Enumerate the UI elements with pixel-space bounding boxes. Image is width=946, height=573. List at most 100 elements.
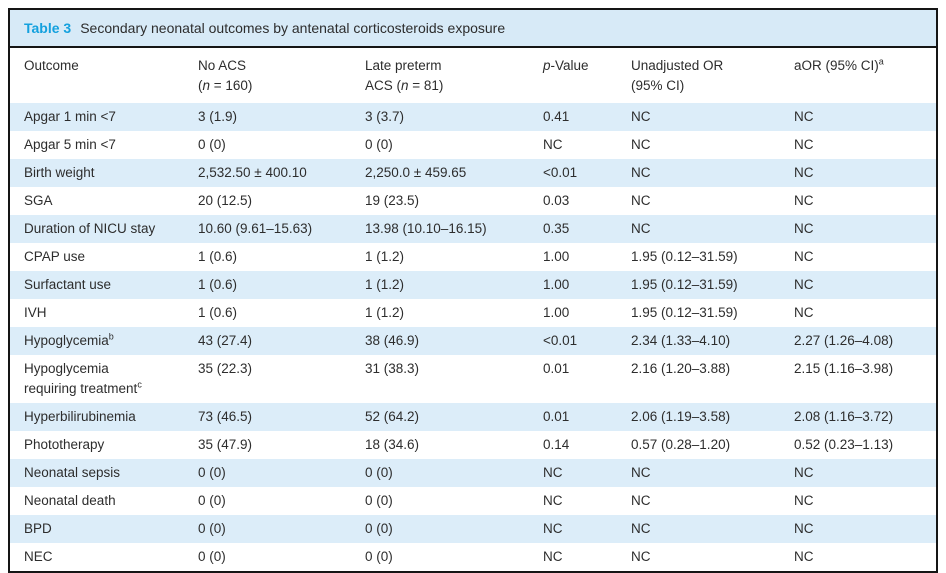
cell-p-value: NC (543, 137, 563, 152)
row-label: IVH (10, 299, 198, 327)
text-segment: Hypoglycemia (24, 361, 109, 376)
table-row: Hypoglycemiab 43 (27.4) 38 (46.9) <0.01 2.34… (10, 327, 936, 355)
table-row: Surfactant use 1 (0.6) 1 (1.2) 1.00 1.95 (0.… (10, 271, 936, 299)
header-row: Outcome No ACS (n = 160) Late preterm ACS (n… (10, 48, 936, 103)
cell-late-preterm-acs: 0 (0) (365, 549, 393, 564)
table-row: CPAP use 1 (0.6) 1 (1.2) 1.00 1.95 (0.12–31.… (10, 243, 936, 271)
text-segment: Phototherapy (24, 437, 105, 452)
text-segment: NEC (24, 549, 53, 564)
footnote-marker: a (878, 56, 884, 67)
cell-p-value: NC (543, 493, 563, 508)
table-row: BPD 0 (0) 0 (0) NC NC NC (10, 515, 936, 543)
text-segment: CPAP use (24, 249, 86, 264)
cell-late-preterm-acs: 1 (1.2) (365, 305, 405, 320)
cell-p-value: NC (543, 549, 563, 564)
cell-unadjusted-or: 1.95 (0.12–31.59) (631, 249, 738, 264)
table-row: Hypoglycemia requiring treatmentc 35 (22.3… (10, 355, 936, 403)
table-row: Neonatal sepsis 0 (0) 0 (0) NC NC NC (10, 459, 936, 487)
cell-no-acs: 10.60 (9.61–15.63) (198, 221, 313, 236)
row-label: Apgar 1 min <7 (10, 103, 198, 131)
text-segment: -Value (550, 58, 589, 73)
cell-unadjusted-or: 2.16 (1.20–3.88) (631, 361, 731, 376)
cell-aor: NC (794, 549, 814, 564)
cell-late-preterm-acs: 1 (1.2) (365, 277, 405, 292)
table-row: Phototherapy 35 (47.9) 18 (34.6) 0.14 0.57 (… (10, 431, 936, 459)
text-segment: requiring treatment (24, 381, 138, 396)
text-segment: p (543, 58, 551, 73)
column-header-p-value: p-Value (543, 48, 631, 103)
cell-no-acs: 0 (0) (198, 137, 226, 152)
row-label: Hyperbilirubinemia (10, 403, 198, 431)
column-header-late-preterm-acs: Late preterm ACS (n = 81) (365, 48, 543, 103)
cell-aor: NC (794, 109, 814, 124)
text-segment: Hypoglycemia (24, 333, 109, 348)
cell-p-value: 0.14 (543, 437, 570, 452)
cell-aor: NC (794, 305, 814, 320)
cell-no-acs: 0 (0) (198, 549, 226, 564)
cell-unadjusted-or: 1.95 (0.12–31.59) (631, 305, 738, 320)
cell-no-acs: 1 (0.6) (198, 277, 238, 292)
cell-aor: 2.27 (1.26–4.08) (794, 333, 894, 348)
cell-p-value: 0.01 (543, 361, 570, 376)
cell-unadjusted-or: NC (631, 193, 651, 208)
table-row: Hyperbilirubinemia 73 (46.5) 52 (64.2) 0.01… (10, 403, 936, 431)
text-segment: IVH (24, 305, 47, 320)
cell-aor: NC (794, 277, 814, 292)
table-label: Table 3 (24, 20, 72, 36)
cell-unadjusted-or: NC (631, 137, 651, 152)
table-body: Apgar 1 min <7 3 (1.9) 3 (3.7) 0.41 NC NC Apga… (10, 103, 936, 571)
text-segment: = 160) (210, 78, 253, 93)
cell-late-preterm-acs: 18 (34.6) (365, 437, 420, 452)
cell-unadjusted-or: 2.06 (1.19–3.58) (631, 409, 731, 424)
text-segment: Neonatal death (24, 493, 116, 508)
row-label: Duration of NICU stay (10, 215, 198, 243)
cell-no-acs: 35 (47.9) (198, 437, 253, 452)
cell-no-acs: 0 (0) (198, 465, 226, 480)
cell-no-acs: 1 (0.6) (198, 305, 238, 320)
table-header: Outcome No ACS (n = 160) Late preterm ACS (n… (10, 48, 936, 103)
row-label: NEC (10, 543, 198, 571)
text-segment: ( (198, 78, 203, 93)
cell-aor: NC (794, 465, 814, 480)
row-label: CPAP use (10, 243, 198, 271)
table-row: IVH 1 (0.6) 1 (1.2) 1.00 1.95 (0.12–31.59) NC (10, 299, 936, 327)
cell-p-value: NC (543, 521, 563, 536)
cell-p-value: NC (543, 465, 563, 480)
cell-no-acs: 35 (22.3) (198, 361, 253, 376)
column-header-outcome: Outcome (10, 48, 198, 103)
table-row: NEC 0 (0) 0 (0) NC NC NC (10, 543, 936, 571)
row-label: BPD (10, 515, 198, 543)
table-row: Neonatal death 0 (0) 0 (0) NC NC NC (10, 487, 936, 515)
text-segment: Outcome (24, 58, 79, 73)
cell-late-preterm-acs: 31 (38.3) (365, 361, 420, 376)
table-row: Apgar 5 min <7 0 (0) 0 (0) NC NC NC (10, 131, 936, 159)
cell-late-preterm-acs: 38 (46.9) (365, 333, 420, 348)
row-label: Neonatal death (10, 487, 198, 515)
text-segment: n (401, 78, 409, 93)
column-header-unadjusted-or: Unadjusted OR (95% CI) (631, 48, 794, 103)
table-title: Secondary neonatal outcomes by antenatal… (80, 20, 506, 36)
cell-aor: NC (794, 221, 814, 236)
text-segment: Apgar 5 min <7 (24, 137, 116, 152)
column-header-aor: aOR (95% CI)a (794, 48, 936, 103)
table-row: Birth weight 2,532.50 ± 400.10 2,250.0 ± 4… (10, 159, 936, 187)
row-label: Birth weight (10, 159, 198, 187)
row-label: SGA (10, 187, 198, 215)
cell-late-preterm-acs: 1 (1.2) (365, 249, 405, 264)
cell-late-preterm-acs: 0 (0) (365, 521, 393, 536)
row-label: Hypoglycemia requiring treatmentc (10, 355, 198, 403)
cell-late-preterm-acs: 0 (0) (365, 137, 393, 152)
cell-no-acs: 43 (27.4) (198, 333, 253, 348)
cell-p-value: <0.01 (543, 333, 578, 348)
cell-aor: NC (794, 493, 814, 508)
text-segment: = 81) (408, 78, 444, 93)
cell-aor: NC (794, 165, 814, 180)
cell-aor: 2.08 (1.16–3.72) (794, 409, 894, 424)
cell-late-preterm-acs: 13.98 (10.10–16.15) (365, 221, 487, 236)
cell-aor: 0.52 (0.23–1.13) (794, 437, 894, 452)
text-segment: Birth weight (24, 165, 95, 180)
cell-unadjusted-or: NC (631, 109, 651, 124)
cell-aor: NC (794, 137, 814, 152)
text-segment: Apgar 1 min <7 (24, 109, 116, 124)
text-segment: Surfactant use (24, 277, 112, 292)
